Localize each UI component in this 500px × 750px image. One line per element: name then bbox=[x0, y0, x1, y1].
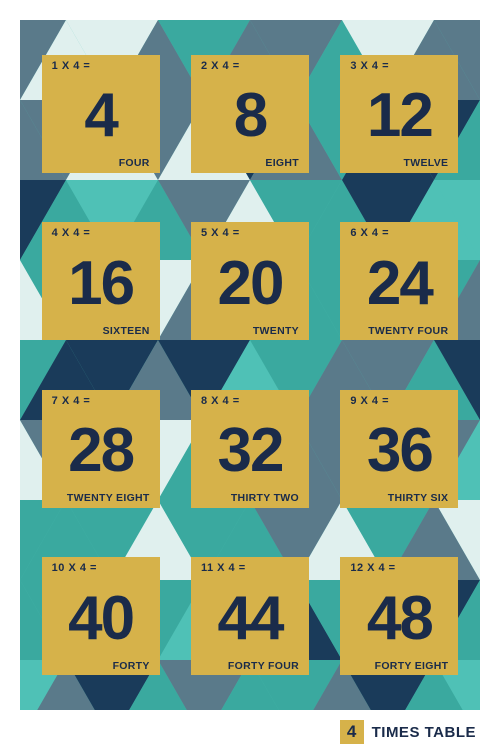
tile-equation: 3 X 4 = bbox=[348, 61, 450, 72]
tile-10: 10 X 4 = 40 FORTY bbox=[42, 557, 160, 675]
tile-11: 11 X 4 = 44 FORTY FOUR bbox=[191, 557, 309, 675]
poster: 1 X 4 = 4 FOUR 2 X 4 = 8 EIGHT 3 X 4 = 1… bbox=[0, 0, 500, 750]
tile-number: 32 bbox=[199, 409, 301, 494]
tile-word: SIXTEEN bbox=[50, 326, 152, 337]
tile-number: 40 bbox=[50, 576, 152, 661]
tile-word: TWELVE bbox=[348, 158, 450, 169]
tile-number: 28 bbox=[50, 409, 152, 494]
tile-3: 3 X 4 = 12 TWELVE bbox=[340, 55, 458, 173]
tile-word: TWENTY bbox=[199, 326, 301, 337]
tile-equation: 6 X 4 = bbox=[348, 228, 450, 239]
tile-word: THIRTY TWO bbox=[199, 493, 301, 504]
tile-2: 2 X 4 = 8 EIGHT bbox=[191, 55, 309, 173]
tile-word: FORTY EIGHT bbox=[348, 661, 450, 672]
tile-12: 12 X 4 = 48 FORTY EIGHT bbox=[340, 557, 458, 675]
tile-number: 48 bbox=[348, 576, 450, 661]
tile-number: 8 bbox=[199, 74, 301, 159]
tile-number: 44 bbox=[199, 576, 301, 661]
footer: 4 TIMES TABLE bbox=[340, 720, 476, 744]
tile-number: 4 bbox=[50, 74, 152, 159]
tile-word: FOUR bbox=[50, 158, 152, 169]
tile-equation: 1 X 4 = bbox=[50, 61, 152, 72]
tile-number: 36 bbox=[348, 409, 450, 494]
tile-number: 12 bbox=[348, 74, 450, 159]
tile-equation: 4 X 4 = bbox=[50, 228, 152, 239]
tile-number: 16 bbox=[50, 241, 152, 326]
tile-word: THIRTY SIX bbox=[348, 493, 450, 504]
tile-word: FORTY bbox=[50, 661, 152, 672]
tile-equation: 8 X 4 = bbox=[199, 396, 301, 407]
tile-equation: 2 X 4 = bbox=[199, 61, 301, 72]
footer-label: TIMES TABLE bbox=[372, 724, 476, 741]
tile-equation: 9 X 4 = bbox=[348, 396, 450, 407]
tile-grid: 1 X 4 = 4 FOUR 2 X 4 = 8 EIGHT 3 X 4 = 1… bbox=[20, 20, 480, 710]
tile-8: 8 X 4 = 32 THIRTY TWO bbox=[191, 390, 309, 508]
tile-equation: 11 X 4 = bbox=[199, 563, 301, 574]
tile-equation: 10 X 4 = bbox=[50, 563, 152, 574]
tile-6: 6 X 4 = 24 TWENTY FOUR bbox=[340, 222, 458, 340]
tile-word: TWENTY EIGHT bbox=[50, 493, 152, 504]
tile-word: EIGHT bbox=[199, 158, 301, 169]
tile-7: 7 X 4 = 28 TWENTY EIGHT bbox=[42, 390, 160, 508]
tile-equation: 12 X 4 = bbox=[348, 563, 450, 574]
tile-word: TWENTY FOUR bbox=[348, 326, 450, 337]
tile-4: 4 X 4 = 16 SIXTEEN bbox=[42, 222, 160, 340]
tile-number: 24 bbox=[348, 241, 450, 326]
tile-equation: 5 X 4 = bbox=[199, 228, 301, 239]
tile-word: FORTY FOUR bbox=[199, 661, 301, 672]
tile-5: 5 X 4 = 20 TWENTY bbox=[191, 222, 309, 340]
footer-badge: 4 bbox=[340, 720, 364, 744]
tile-1: 1 X 4 = 4 FOUR bbox=[42, 55, 160, 173]
tile-number: 20 bbox=[199, 241, 301, 326]
tile-9: 9 X 4 = 36 THIRTY SIX bbox=[340, 390, 458, 508]
tile-equation: 7 X 4 = bbox=[50, 396, 152, 407]
